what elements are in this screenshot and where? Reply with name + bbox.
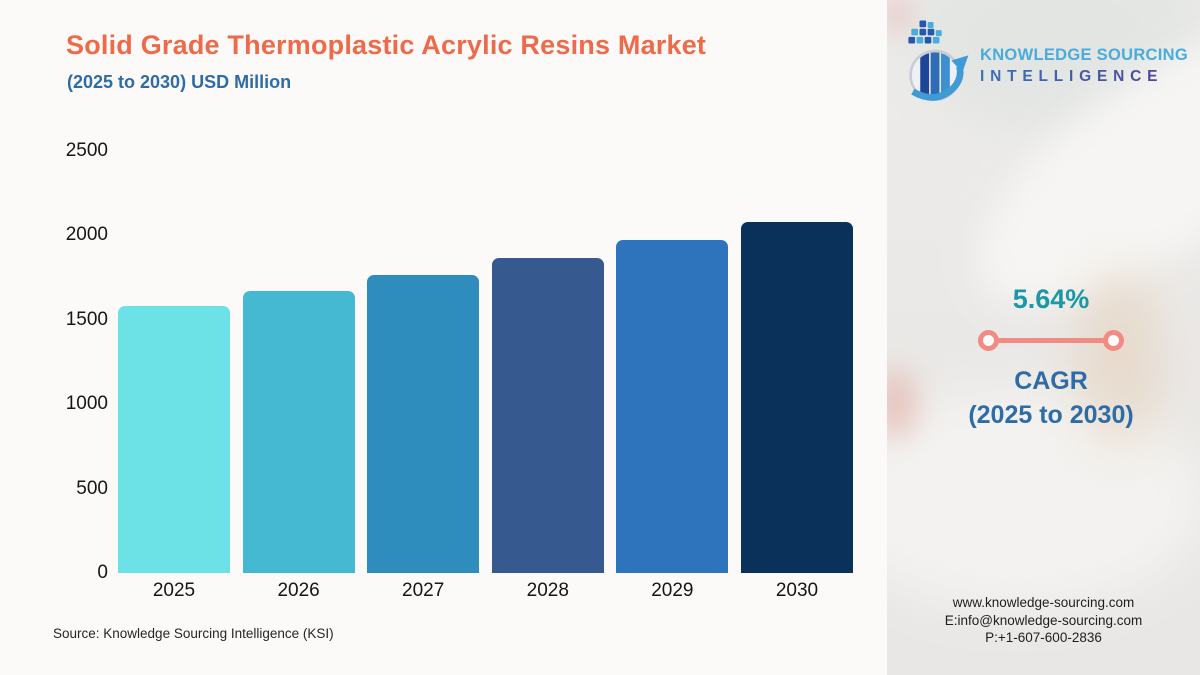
bar-2025 xyxy=(118,306,230,573)
y-tick-label: 1000 xyxy=(65,393,108,414)
background-blur-shape xyxy=(1077,270,1162,450)
connector-right-dot xyxy=(1103,330,1124,351)
source-note: Source: Knowledge Sourcing Intelligence … xyxy=(53,626,334,641)
company-logo: KNOWLEDGE SOURCING INTELLIGENCE xyxy=(901,20,1188,104)
x-tick-label: 2026 xyxy=(277,580,320,601)
right-panel: KNOWLEDGE SOURCING INTELLIGENCE 5.64% CA… xyxy=(887,0,1200,675)
bar-chart: 0 500 1000 1500 2000 2500 2025 2026 2027 2028 202… xyxy=(40,140,855,620)
y-tick-label: 0 xyxy=(97,562,108,583)
logo-line2: INTELLIGENCE xyxy=(980,68,1188,86)
x-tick-label: 2027 xyxy=(402,580,445,601)
page-title: Solid Grade Thermoplastic Acrylic Resins… xyxy=(66,30,707,60)
globe-bar-chart-arrow-icon xyxy=(908,20,969,102)
bar-2029 xyxy=(616,240,729,573)
cagr-callout: 5.64% CAGR (2025 to 2030) xyxy=(887,284,1200,430)
x-tick-label: 2029 xyxy=(651,580,694,601)
x-tick-label: 2025 xyxy=(152,580,196,601)
line-with-endpoint-dots-icon xyxy=(978,330,1124,351)
y-tick-label: 2500 xyxy=(65,140,108,161)
website-text: www.knowledge-sourcing.com xyxy=(952,595,1135,610)
email-text: E:info@knowledge-sourcing.com xyxy=(944,612,1143,628)
cagr-period: (2025 to 2030) xyxy=(968,401,1134,429)
contact-block: www.knowledge-sourcing.com E:info@knowle… xyxy=(887,594,1200,647)
pixel-squares xyxy=(908,20,942,44)
bar-2027 xyxy=(367,275,480,573)
y-axis-labels: 0 500 1000 1500 2000 2500 xyxy=(40,140,108,600)
y-tick-label: 500 xyxy=(76,478,108,499)
page-subtitle: (2025 to 2030) USD Million xyxy=(67,72,292,92)
phone-text: P:+1-607-600-2836 xyxy=(985,630,1102,645)
logo-line1: KNOWLEDGE SOURCING xyxy=(980,46,1188,64)
plot-area xyxy=(118,151,853,573)
y-tick-label: 2000 xyxy=(65,224,108,245)
y-tick-label: 1500 xyxy=(65,309,108,330)
bar-2028 xyxy=(491,258,604,573)
connector-line xyxy=(996,338,1106,343)
bar-2026 xyxy=(242,291,355,573)
x-tick-label: 2028 xyxy=(526,580,569,601)
x-axis-labels: 2025 2026 2027 2028 2029 2030 xyxy=(118,580,853,602)
cagr-label: CAGR xyxy=(1014,367,1088,395)
cagr-value: 5.64% xyxy=(1012,284,1090,314)
bar-2030 xyxy=(740,222,853,573)
logo-text: KNOWLEDGE SOURCING INTELLIGENCE xyxy=(980,20,1188,104)
x-tick-label: 2030 xyxy=(775,580,819,601)
